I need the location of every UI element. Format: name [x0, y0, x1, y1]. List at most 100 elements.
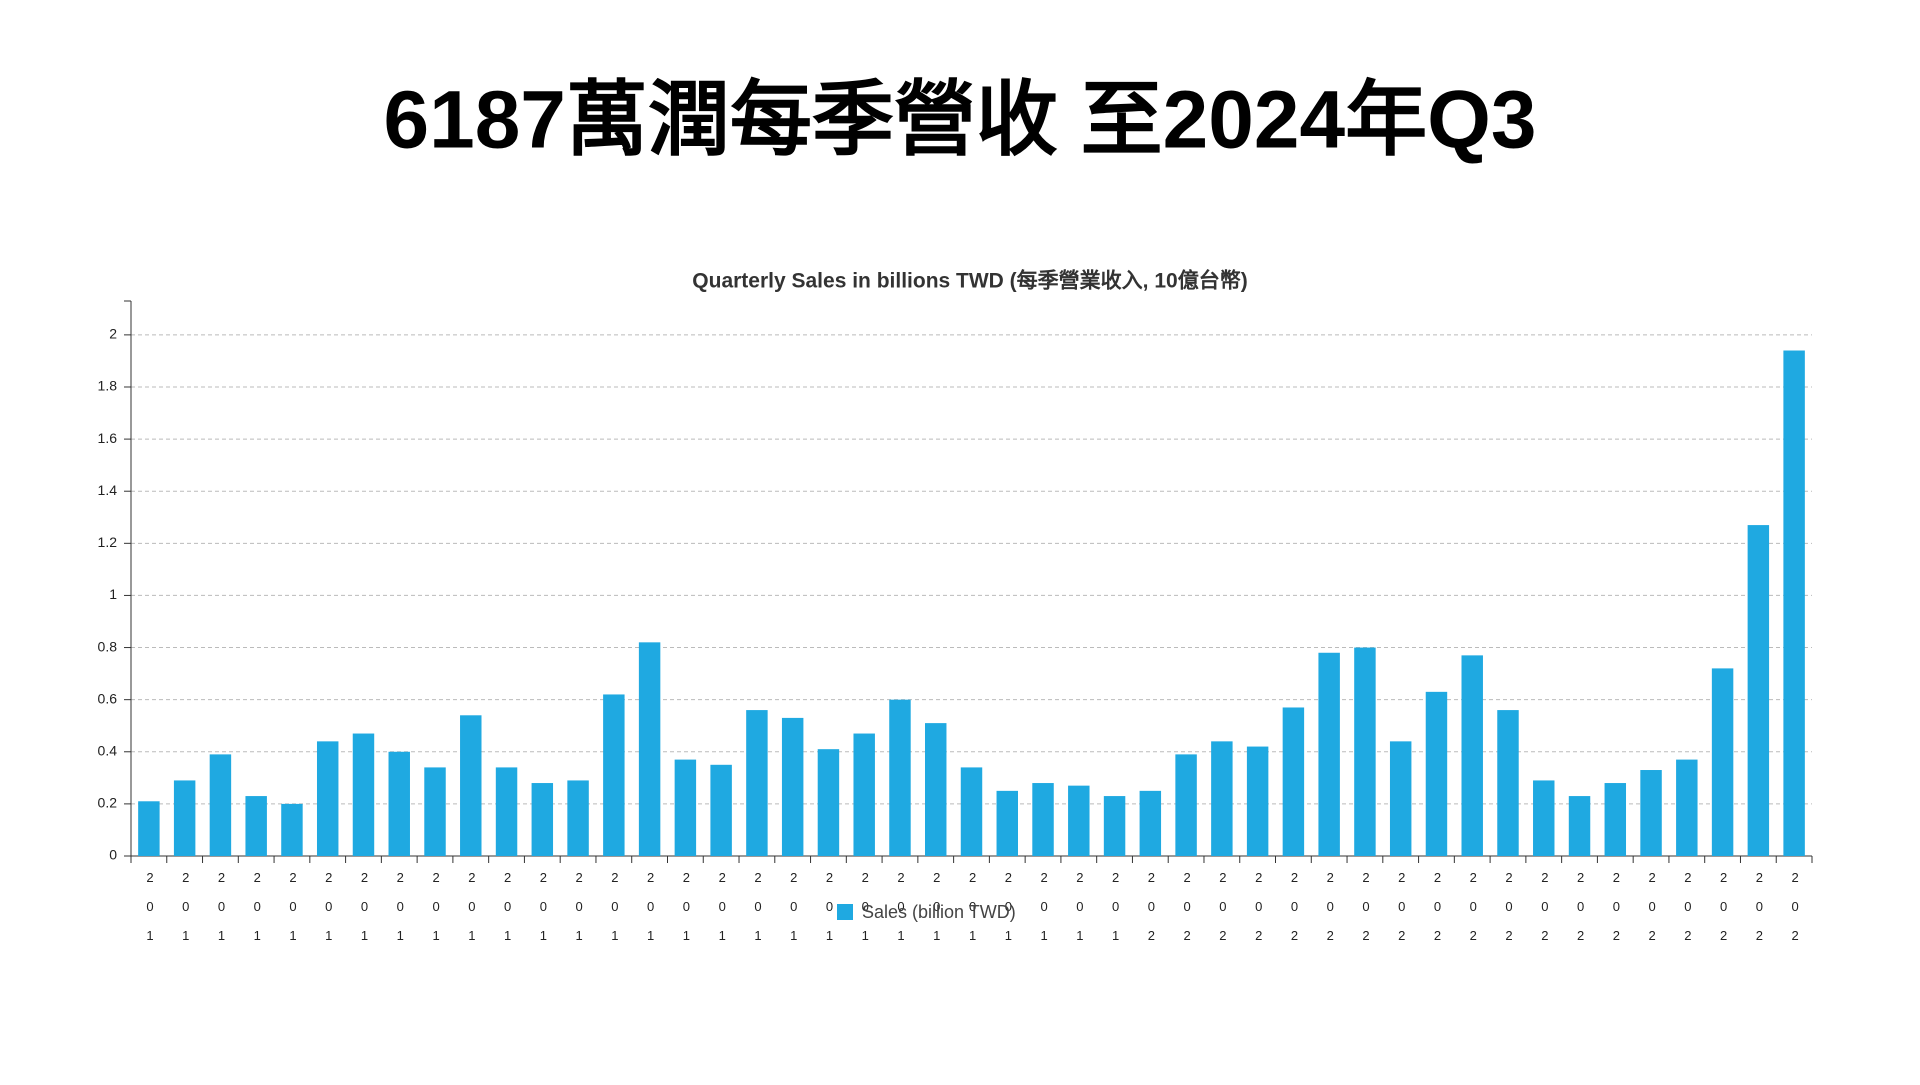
x-tick-label: 201 — [679, 870, 694, 957]
x-tick-label: 202 — [1180, 870, 1195, 957]
x-tick-label: 201 — [286, 870, 301, 957]
bar — [316, 741, 339, 856]
bar — [209, 754, 232, 856]
x-tick-label: 202 — [1394, 870, 1409, 957]
bar — [173, 780, 196, 856]
x-tick-label: 201 — [572, 870, 587, 957]
y-tick-label: 0.8 — [98, 638, 118, 654]
x-tick-label: 202 — [1537, 870, 1552, 957]
x-tick-label: 202 — [1144, 870, 1159, 957]
x-tick-label: 202 — [1716, 870, 1731, 957]
bar — [1389, 741, 1412, 856]
x-tick-label: 201 — [357, 870, 372, 957]
x-tick-label: 202 — [1645, 870, 1660, 957]
bar — [1461, 655, 1483, 856]
bar — [1425, 691, 1448, 856]
bar — [1568, 796, 1591, 856]
x-tick-label: 201 — [894, 870, 909, 957]
x-tick-label: 202 — [1323, 870, 1338, 957]
x-tick-label: 201 — [500, 870, 515, 957]
x-tick-label: 202 — [1287, 870, 1302, 957]
x-tick-label: 201 — [321, 870, 336, 957]
x-tick-label: 202 — [1752, 870, 1767, 957]
x-tick-label: 202 — [1680, 870, 1695, 957]
x-tick-label: 202 — [1215, 870, 1230, 957]
y-tick-label: 1.2 — [98, 534, 118, 550]
bar — [460, 715, 482, 856]
bar — [424, 767, 446, 856]
x-tick-label: 202 — [1430, 870, 1445, 957]
bar — [138, 801, 160, 856]
x-tick-label: 202 — [1573, 870, 1588, 957]
y-tick-label: 0.4 — [98, 742, 118, 758]
x-tick-label: 201 — [142, 870, 157, 957]
y-tick-label: 1.8 — [98, 378, 118, 394]
x-tick-label: 201 — [643, 870, 658, 957]
bar — [960, 767, 983, 856]
bar — [1032, 783, 1054, 856]
x-tick-label: 201 — [536, 870, 551, 957]
x-tick-label: 201 — [607, 870, 622, 957]
bar — [531, 783, 554, 856]
bar — [1783, 350, 1805, 856]
bar — [638, 642, 661, 856]
bar — [1139, 790, 1162, 856]
y-tick-label: 0.2 — [98, 795, 118, 811]
x-tick-label: 202 — [1788, 870, 1803, 957]
y-tick-label: 0 — [109, 847, 117, 863]
bar — [1533, 780, 1555, 856]
bar — [1246, 746, 1269, 856]
x-tick-label: 202 — [1251, 870, 1266, 957]
x-tick-label: 201 — [786, 870, 801, 957]
bar — [1604, 783, 1627, 856]
y-tick-label: 1.4 — [98, 482, 118, 498]
x-tick-label: 201 — [1108, 870, 1123, 957]
bar — [1282, 707, 1305, 856]
x-tick-label: 201 — [178, 870, 193, 957]
bar — [1711, 668, 1734, 856]
x-tick-label: 201 — [1037, 870, 1052, 957]
bar — [1497, 710, 1519, 856]
x-tick-label: 201 — [822, 870, 837, 957]
page-title: 6187萬潤每季營收 至2024年Q3 — [383, 75, 1536, 166]
x-tick-label: 201 — [429, 870, 444, 957]
x-tick-label: 202 — [1609, 870, 1624, 957]
x-tick-label: 202 — [1358, 870, 1373, 957]
y-tick-label: 0.6 — [98, 690, 118, 706]
bar — [1175, 754, 1197, 856]
y-tick-label: 2 — [109, 326, 117, 342]
bar — [1318, 652, 1340, 856]
bar — [1676, 759, 1698, 856]
chart-title: Quarterly Sales in billions TWD (每季營業收入,… — [692, 269, 1247, 293]
bar — [281, 803, 303, 856]
bar — [1068, 785, 1090, 856]
bar — [495, 767, 518, 856]
bar — [746, 710, 768, 856]
bar — [1354, 647, 1376, 856]
legend-swatch — [837, 904, 853, 920]
bar — [1747, 525, 1770, 856]
bar — [674, 759, 697, 856]
bar — [781, 717, 804, 856]
x-tick-label: 201 — [1001, 870, 1016, 957]
x-tick-label: 202 — [1502, 870, 1517, 957]
x-tick-label: 201 — [250, 870, 265, 957]
bar — [1211, 741, 1233, 856]
bar — [388, 751, 410, 856]
x-tick-label: 201 — [750, 870, 765, 957]
bar — [925, 723, 947, 856]
bar — [710, 764, 732, 856]
bar — [853, 733, 875, 856]
bar — [889, 699, 911, 856]
legend-label: Sales (billion TWD) — [862, 902, 1016, 922]
bar — [603, 694, 625, 856]
bar — [352, 733, 375, 856]
bar — [996, 790, 1018, 856]
bar — [1640, 770, 1662, 856]
x-tick-label: 201 — [464, 870, 479, 957]
bar — [1103, 796, 1126, 856]
bar — [245, 796, 267, 856]
x-tick-label: 201 — [1072, 870, 1087, 957]
